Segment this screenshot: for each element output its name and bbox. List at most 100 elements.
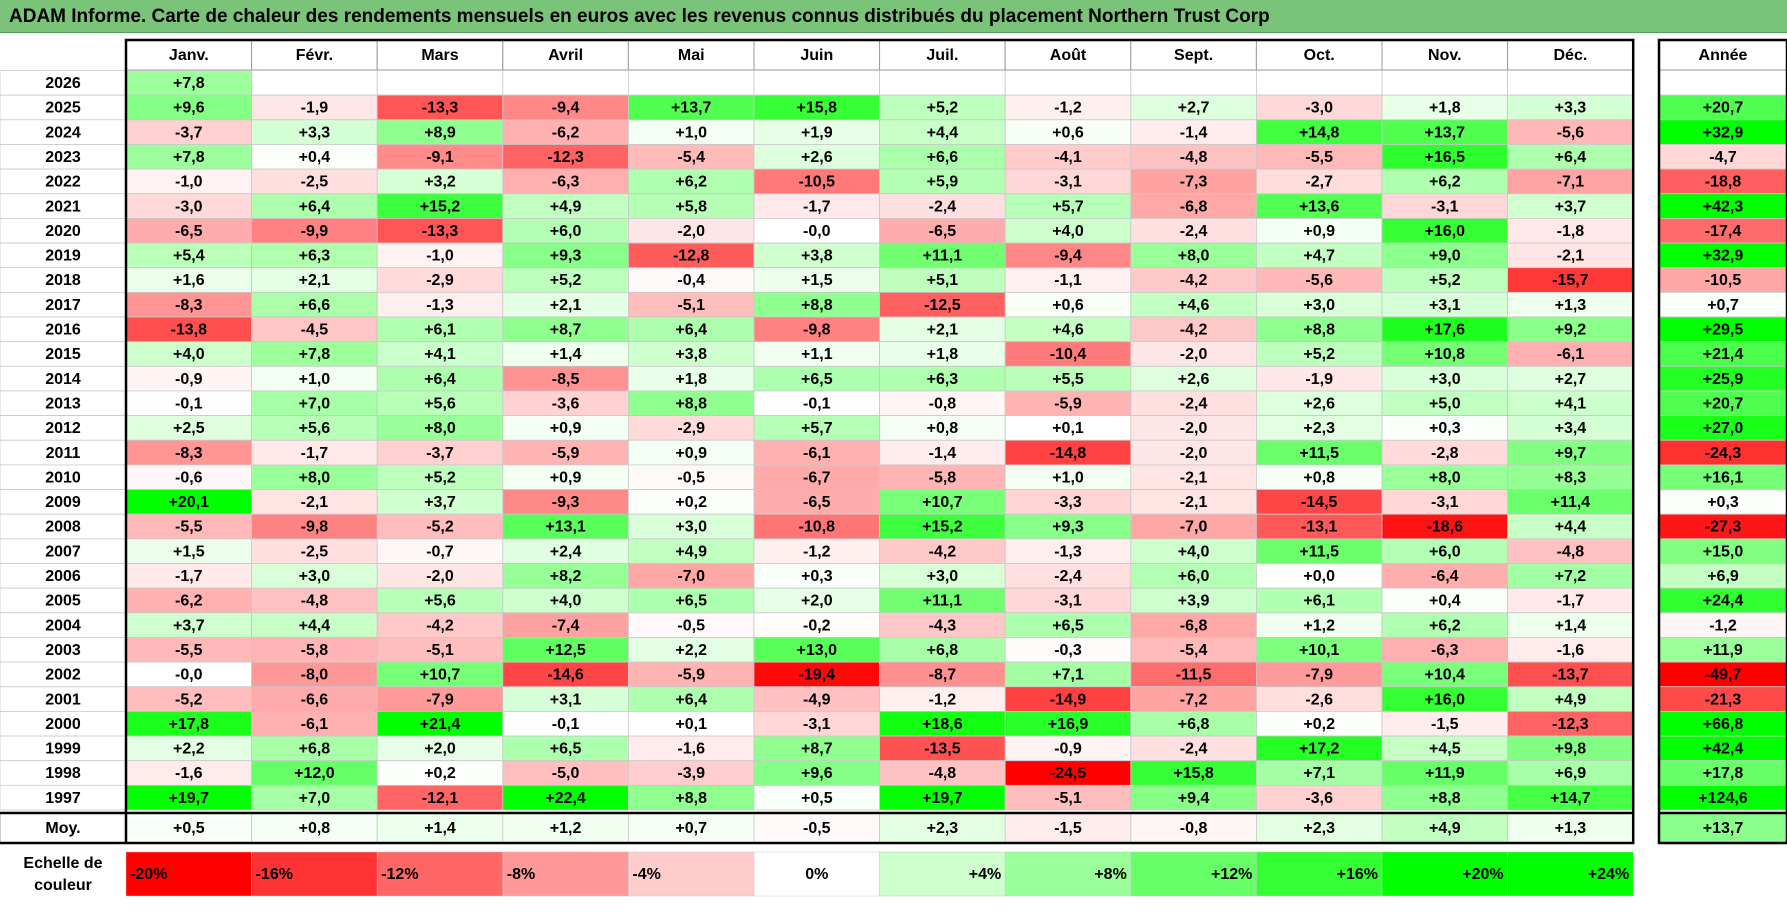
cell-value: -9,4 — [1054, 248, 1082, 265]
cell-value: +7,0 — [299, 790, 331, 807]
year-label: 2013 — [45, 395, 81, 412]
scale-value: +8% — [1094, 866, 1126, 883]
heatmap-cell — [1004, 242, 1132, 269]
heatmap-cell — [1256, 119, 1383, 145]
cell-value: -18,6 — [1427, 519, 1464, 536]
cell-value: -1,2 — [803, 543, 831, 560]
cell-value: +7,8 — [173, 75, 205, 92]
annual-cell — [1658, 341, 1787, 367]
cell-value: -19,4 — [799, 667, 836, 684]
heatmap-cell — [1256, 193, 1383, 219]
scale-value: -20% — [130, 866, 167, 883]
cell-value: -1,6 — [1557, 642, 1585, 659]
cell-value: +3,2 — [424, 174, 456, 191]
heatmap-cell — [1507, 784, 1634, 811]
heatmap-cell — [753, 94, 880, 121]
cell-value: -0,7 — [426, 543, 454, 560]
average-value: +0,5 — [173, 820, 205, 837]
heatmap-cell — [628, 439, 755, 466]
heatmap-cell — [628, 612, 755, 638]
heatmap-cell — [1381, 538, 1508, 564]
heatmap-cell — [1381, 735, 1508, 762]
annual-header: Année — [1699, 47, 1748, 64]
average-cell — [502, 812, 629, 844]
heatmap-cell — [753, 735, 880, 762]
cell-value: +11,4 — [1551, 494, 1591, 511]
annual-value: +16,1 — [1703, 469, 1744, 486]
heatmap-cell — [1130, 637, 1257, 663]
cell-value: +1,0 — [675, 124, 707, 141]
cell-value: +4,4 — [299, 617, 331, 634]
cell-value: +5,7 — [801, 420, 833, 437]
heatmap-cell — [628, 217, 755, 244]
annual-value: +29,5 — [1703, 322, 1744, 339]
year-label-cell — [0, 538, 127, 564]
heatmap-cell — [251, 587, 378, 614]
cell-value: -11,5 — [1176, 667, 1212, 684]
heatmap-cell — [125, 735, 252, 762]
heatmap-cell — [753, 291, 880, 318]
cell-value: +6,2 — [675, 174, 707, 191]
heatmap-cell — [251, 760, 378, 786]
heatmap-cell — [502, 94, 629, 121]
cell-value: -8,5 — [552, 371, 580, 388]
cell-value: +7,8 — [299, 346, 331, 363]
average-value: -1,5 — [1054, 820, 1082, 837]
cell-value: +3,8 — [801, 248, 833, 265]
cell-value: +1,5 — [801, 272, 833, 289]
cell-value: +6,4 — [1555, 149, 1587, 166]
cell-value: +0,3 — [801, 568, 833, 585]
cell-value: -14,5 — [1301, 494, 1338, 511]
heatmap-cell — [1004, 119, 1132, 145]
cell-value: -0,5 — [677, 469, 705, 486]
cell-value: -2,4 — [1054, 568, 1082, 585]
cell-value: -5,6 — [1305, 272, 1333, 289]
cell-value: -5,4 — [677, 149, 705, 166]
scale-value: 0% — [805, 866, 828, 883]
heatmap-cell — [1381, 144, 1508, 170]
cell-value: -1,7 — [803, 198, 831, 215]
month-header: Déc. — [1554, 47, 1588, 64]
year-label: 2011 — [46, 445, 81, 462]
heatmap-cell — [376, 711, 504, 737]
cell-value: -2,5 — [301, 543, 329, 560]
heatmap-cell — [1004, 661, 1132, 688]
cell-value: -0,9 — [1054, 741, 1082, 758]
annual-cell — [1658, 760, 1787, 786]
cell-value: +8,2 — [550, 568, 582, 585]
heatmap-cell — [1130, 538, 1257, 564]
cell-value: +8,8 — [801, 297, 833, 314]
annual-cell — [1658, 587, 1787, 614]
cell-value: +4,1 — [424, 346, 456, 363]
cell-value: +2,6 — [1303, 395, 1335, 412]
cell-value: +7,1 — [1303, 765, 1335, 782]
heatmap-cell — [1256, 291, 1383, 318]
heatmap-cell — [1381, 193, 1508, 219]
heatmap-cell — [1381, 415, 1508, 441]
scale-swatch — [879, 851, 1006, 897]
cell-value: +1,5 — [173, 543, 205, 560]
heatmap-cell — [125, 784, 252, 811]
cell-value: -3,7 — [175, 124, 203, 141]
heatmap-cell — [628, 489, 755, 515]
heatmap-cell — [1507, 242, 1634, 269]
average-cell — [1004, 812, 1132, 844]
cell-value: +8,8 — [675, 395, 707, 412]
heatmap-cell — [376, 587, 504, 614]
cell-value: +13,1 — [545, 519, 586, 536]
cell-value: -2,1 — [1180, 494, 1208, 511]
heatmap-cell — [1004, 439, 1132, 466]
month-header-cell — [1130, 39, 1257, 71]
annual-value: -24,3 — [1705, 445, 1742, 462]
heatmap-cell — [1507, 661, 1634, 688]
cell-value: +5,7 — [1052, 198, 1084, 215]
heatmap-cell — [1256, 94, 1383, 121]
cell-value: +10,4 — [1425, 667, 1466, 684]
heatmap-cell — [628, 291, 755, 318]
cell-value: +6,5 — [675, 593, 707, 610]
cell-value: -2,6 — [1305, 691, 1333, 708]
heatmap-cell — [1381, 760, 1508, 786]
annual-value: -10,5 — [1705, 272, 1742, 289]
scale-label-line2: couleur — [34, 877, 92, 894]
average-value: +0,7 — [675, 820, 707, 837]
